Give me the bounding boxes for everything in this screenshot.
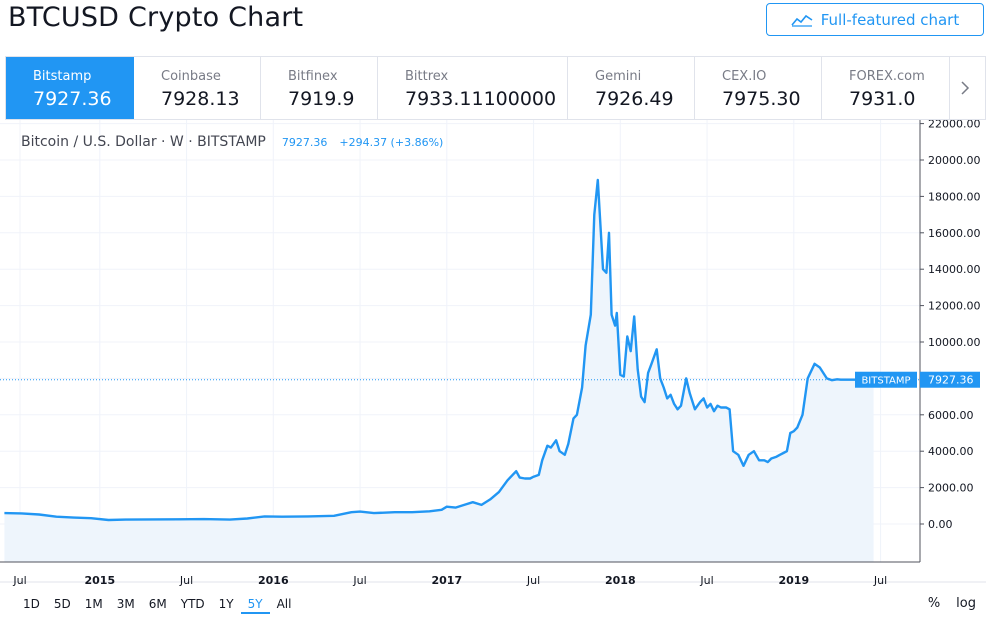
tab-gemini[interactable]: Gemini 7926.49 xyxy=(568,57,695,119)
last-price-tag xyxy=(920,371,980,388)
x-tick-label: 2018 xyxy=(605,574,636,587)
chart-line-icon xyxy=(791,14,813,27)
exchange-name: Bittrex xyxy=(405,69,449,84)
range-6m[interactable]: 6M xyxy=(148,597,167,611)
y-tick-label: 18000.00 xyxy=(928,190,981,203)
series-area xyxy=(4,180,874,562)
range-ytd[interactable]: YTD xyxy=(180,597,205,611)
exchange-price: 7975.30 xyxy=(722,88,801,110)
x-tick-label: Jul xyxy=(699,574,713,587)
tab-bittrex[interactable]: Bittrex 7933.11100000 xyxy=(378,57,568,119)
exchange-name: FOREX.com xyxy=(849,69,925,84)
legend-symbol: Bitcoin / U.S. Dollar · W · BITSTAMP xyxy=(21,134,266,150)
tab-bitfinex[interactable]: Bitfinex 7919.9 xyxy=(261,57,378,119)
tab-bitstamp[interactable]: Bitstamp 7927.36 xyxy=(6,57,134,119)
x-tick-label: Jul xyxy=(352,574,366,587)
exchange-name: Bitstamp xyxy=(33,69,92,84)
x-tick-label: Jul xyxy=(526,574,540,587)
full-featured-chart-label: Full-featured chart xyxy=(820,10,960,29)
full-featured-chart-button[interactable]: Full-featured chart xyxy=(766,3,984,36)
x-tick-label: 2019 xyxy=(778,574,809,587)
range-1m[interactable]: 1M xyxy=(84,597,103,611)
range-5d[interactable]: 5D xyxy=(53,597,71,611)
log-scale-toggle[interactable]: log xyxy=(956,596,976,611)
percent-scale-toggle[interactable]: % xyxy=(927,596,941,611)
price-chart[interactable]: 0.002000.004000.006000.008000.0010000.00… xyxy=(0,118,986,624)
exchange-price-tag-label: BITSTAMP xyxy=(861,376,910,387)
x-tick-label: 2017 xyxy=(431,574,462,587)
y-tick-label: 0.00 xyxy=(928,518,953,531)
tab-cex-io[interactable]: CEX.IO 7975.30 xyxy=(695,57,822,119)
legend-change: +294.37 (+3.86%) xyxy=(339,136,444,149)
y-tick-label: 4000.00 xyxy=(928,445,974,458)
tabs-next-button[interactable] xyxy=(950,57,980,119)
chevron-right-icon xyxy=(961,81,970,95)
page-title: BTCUSD Crypto Chart xyxy=(8,2,304,33)
exchange-name: Gemini xyxy=(595,69,642,84)
range-all[interactable]: All xyxy=(276,597,292,611)
chart-legend: Bitcoin / U.S. Dollar · W · BITSTAMP 792… xyxy=(21,134,443,150)
x-tick-label: 2015 xyxy=(84,574,115,587)
y-tick-label: 10000.00 xyxy=(928,336,981,349)
y-tick-label: 6000.00 xyxy=(928,409,974,422)
exchange-price: 7926.49 xyxy=(595,88,674,110)
range-3m[interactable]: 3M xyxy=(116,597,135,611)
y-tick-label: 20000.00 xyxy=(928,154,981,167)
y-tick-label: 12000.00 xyxy=(928,300,981,313)
scale-options: % log xyxy=(928,594,976,614)
chart-canvas[interactable]: 0.002000.004000.006000.008000.0010000.00… xyxy=(0,118,986,624)
exchange-price: 7931.0 xyxy=(849,88,916,110)
last-price-tag-label: 7927.36 xyxy=(928,374,974,387)
y-tick-label: 14000.00 xyxy=(928,263,981,276)
exchange-price: 7919.9 xyxy=(288,88,355,110)
exchange-price-tag xyxy=(855,371,917,388)
y-tick-label: 16000.00 xyxy=(928,227,981,240)
range-1y[interactable]: 1Y xyxy=(218,597,234,611)
exchange-name: CEX.IO xyxy=(722,69,767,84)
exchange-name: Bitfinex xyxy=(288,69,338,84)
x-tick-label: Jul xyxy=(12,574,26,587)
range-1d[interactable]: 1D xyxy=(23,597,40,611)
x-tick-label: Jul xyxy=(179,574,193,587)
x-tick-label: Jul xyxy=(873,574,887,587)
range-selector: 1D 5D 1M 3M 6M YTD 1Y 5Y All xyxy=(16,594,298,614)
exchange-price: 7928.13 xyxy=(161,88,240,110)
exchange-price: 7933.11100000 xyxy=(405,88,557,110)
legend-last-price: 7927.36 xyxy=(281,136,328,149)
exchange-price: 7927.36 xyxy=(33,88,112,110)
range-5y[interactable]: 5Y xyxy=(240,594,270,614)
exchange-name: Coinbase xyxy=(161,69,221,84)
exchange-tabs: Bitstamp 7927.36 Coinbase 7928.13 Bitfin… xyxy=(5,56,986,120)
y-tick-label: 22000.00 xyxy=(928,120,981,131)
x-tick-label: 2016 xyxy=(258,574,289,587)
tab-forex-com[interactable]: FOREX.com 7931.0 xyxy=(822,57,950,119)
tab-coinbase[interactable]: Coinbase 7928.13 xyxy=(134,57,261,119)
series-line xyxy=(4,178,874,522)
y-tick-label: 2000.00 xyxy=(928,482,974,495)
